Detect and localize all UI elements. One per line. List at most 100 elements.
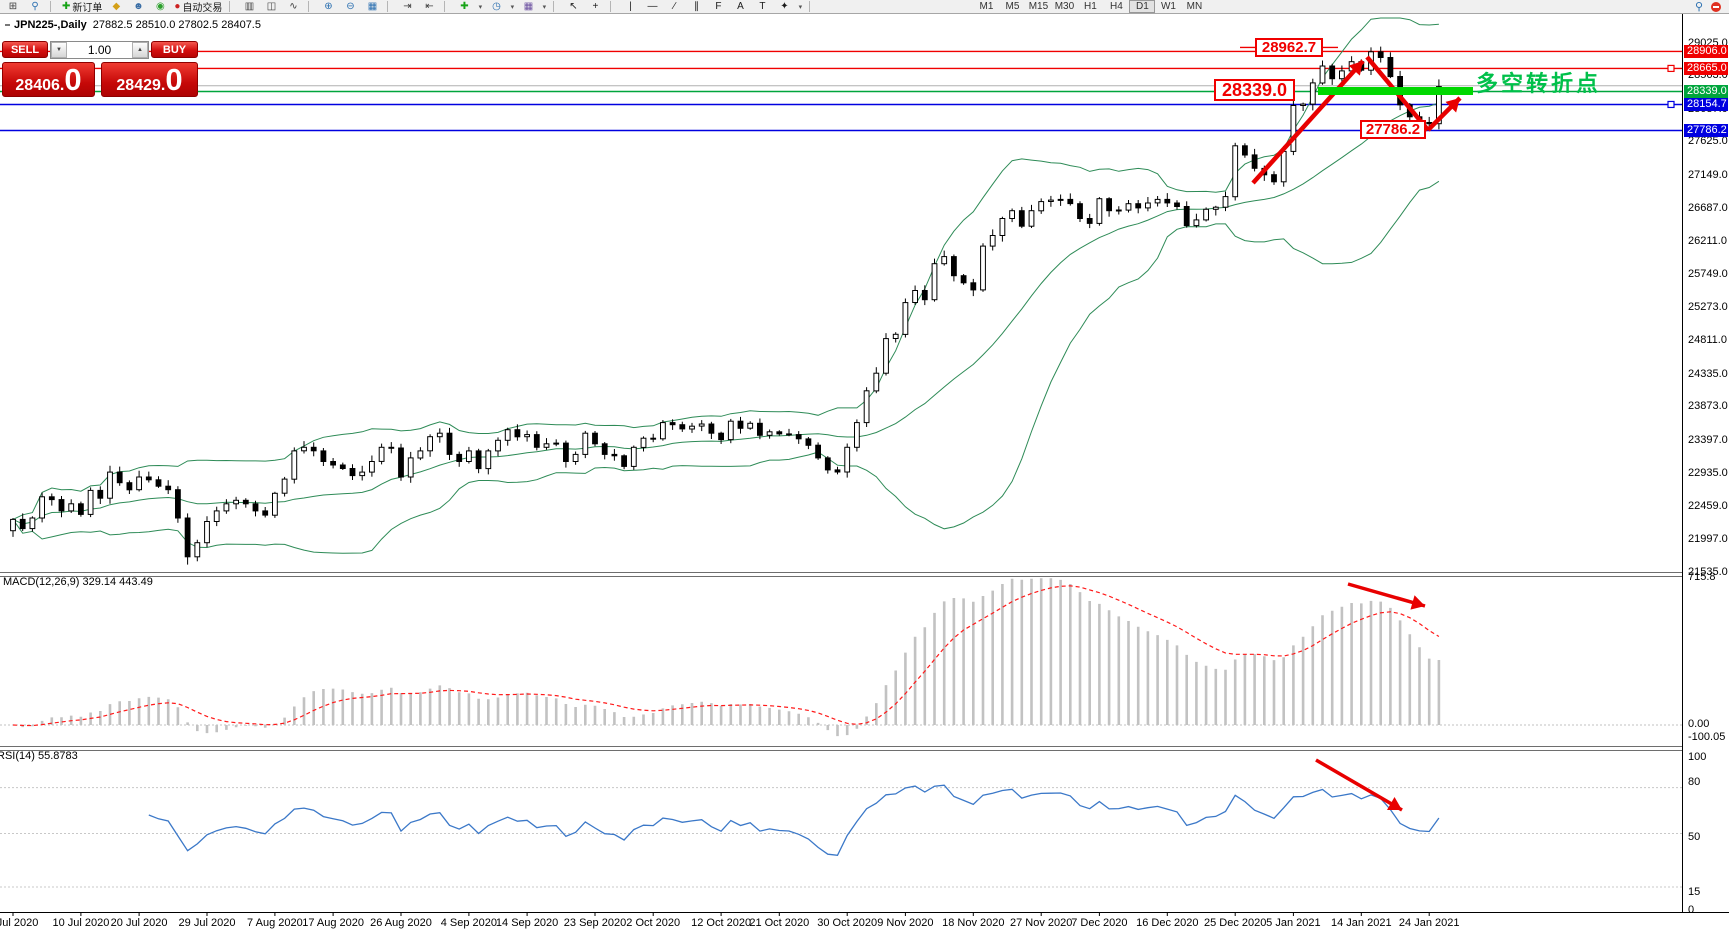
templates-icon: ▦: [523, 0, 534, 12]
text-icon[interactable]: A: [729, 0, 751, 13]
buy-price-box[interactable]: 28429. 0: [101, 62, 198, 97]
timeframe-h4[interactable]: H4: [1110, 1, 1123, 12]
pivot-note-cn[interactable]: 多空转折点: [1476, 71, 1602, 96]
timeframe-m15[interactable]: M15: [1028, 1, 1049, 12]
autotrading-button[interactable]: ● 自动交易: [171, 0, 225, 14]
fibonacci-icon[interactable]: F: [707, 0, 729, 13]
date-label[interactable]: 2 Oct 2020: [626, 917, 681, 929]
price-tick: 22935.0: [1688, 466, 1728, 479]
indicators-icon[interactable]: ✚: [453, 0, 475, 13]
volume-down-icon[interactable]: ▼: [51, 42, 67, 58]
timeframe-m30[interactable]: M30: [1054, 1, 1075, 12]
periods-icon[interactable]: ◷: [485, 0, 507, 13]
date-label[interactable]: 10 Jul 2020: [52, 917, 110, 929]
timeframe-m1[interactable]: M1: [979, 1, 994, 12]
timeframe-w1[interactable]: W1: [1160, 1, 1176, 12]
shapes-icon[interactable]: ✦: [773, 0, 795, 13]
date-label[interactable]: 12 Oct 2020: [691, 917, 752, 929]
new-chart-icon[interactable]: ⊞: [2, 0, 24, 13]
sell-button[interactable]: SELL: [2, 41, 48, 58]
zoom-in-icon[interactable]: ⊕: [317, 0, 339, 13]
toolbar-separator: [610, 1, 615, 12]
signals-icon: ◉: [156, 0, 165, 12]
buy-button[interactable]: BUY: [151, 41, 198, 58]
chart-title: JPN225-,Daily 27882.5 28510.0 27802.5 28…: [5, 19, 261, 31]
timeframe-h1[interactable]: H1: [1084, 1, 1097, 12]
date-label[interactable]: 4 Sep 2020: [440, 917, 498, 929]
toolbar-separator: [553, 1, 558, 12]
history-center-icon[interactable]: ◆: [105, 0, 127, 13]
accounts-icon[interactable]: ☻: [127, 0, 149, 13]
cursor-icon[interactable]: ↖: [562, 0, 584, 13]
dropdown-arrow-icon[interactable]: ▾: [542, 3, 547, 11]
macd-pane-separator[interactable]: [0, 572, 1729, 577]
line-chart-icon[interactable]: ∿: [282, 0, 304, 13]
peak-price-callout[interactable]: 28962.7: [1255, 38, 1323, 57]
hline-icon[interactable]: —: [641, 0, 663, 13]
vline-icon[interactable]: |: [619, 0, 641, 13]
date-label[interactable]: 27 Nov 2020: [1009, 917, 1073, 929]
periods-icon: ◷: [492, 0, 501, 12]
candlestick-chart-icon: ◫: [266, 0, 277, 12]
date-label[interactable]: 18 Nov 2020: [942, 917, 1005, 929]
date-label[interactable]: 9 Nov 2020: [877, 917, 934, 929]
channel-icon[interactable]: ∥: [685, 0, 707, 13]
toolbar-separator: [50, 1, 55, 12]
volume-value[interactable]: 1.00: [87, 43, 112, 57]
auto-scroll-icon[interactable]: ⇥: [396, 0, 418, 13]
hline-icon: —: [647, 0, 658, 12]
pivot-zone-bar[interactable]: [1318, 87, 1473, 95]
rsi-scale-15: 15: [1688, 886, 1701, 898]
rsi-scale-50: 50: [1688, 831, 1701, 843]
timeframe-d1[interactable]: D1: [1129, 0, 1156, 13]
volume-up-icon[interactable]: ▲: [132, 42, 148, 58]
timeframe-mn[interactable]: MN: [1186, 1, 1203, 12]
notification-icon[interactable]: [1711, 1, 1721, 12]
volume-stepper[interactable]: ▼ 1.00 ▲: [50, 41, 149, 59]
date-label[interactable]: 7 Dec 2020: [1071, 917, 1128, 929]
price-scale[interactable]: 715.8 0.00 -100.05 100 80 50 15 0 29025.…: [1682, 14, 1729, 916]
search-icon[interactable]: ⚲: [1694, 1, 1703, 13]
vline-icon: |: [629, 0, 632, 12]
crosshair-icon[interactable]: +: [584, 0, 606, 13]
date-label[interactable]: 30 Oct 2020: [817, 917, 878, 929]
date-label[interactable]: 29 Jul 2020: [178, 917, 236, 929]
label-icon[interactable]: T: [751, 0, 773, 13]
chart-shift-icon[interactable]: ⇤: [418, 0, 440, 13]
profiles-icon[interactable]: ⚲: [24, 0, 46, 13]
trendline-icon[interactable]: ∕: [663, 0, 685, 13]
date-label[interactable]: 24 Jan 2021: [1398, 917, 1460, 929]
date-label[interactable]: 25 Dec 2020: [1203, 917, 1267, 929]
tile-windows-icon[interactable]: ▦: [361, 0, 383, 13]
signals-icon[interactable]: ◉: [149, 0, 171, 13]
bollinger-lower-line: [12, 180, 1440, 554]
price-tick: 24811.0: [1688, 334, 1727, 347]
date-label[interactable]: 17 Aug 2020: [302, 917, 364, 929]
date-label[interactable]: 14 Sep 2020: [495, 917, 559, 929]
new-order-button[interactable]: ✚ 新订单: [59, 0, 105, 14]
date-label[interactable]: 14 Jan 2021: [1331, 917, 1392, 929]
level-price-label: 28339.0: [1684, 84, 1728, 98]
date-label[interactable]: 23 Sep 2020: [563, 917, 627, 929]
dropdown-arrow-icon[interactable]: ▾: [798, 3, 803, 11]
timeframe-m5[interactable]: M5: [1005, 1, 1020, 12]
sell-price-box[interactable]: 28406. 0: [2, 62, 95, 97]
trough-price-callout[interactable]: 27786.2: [1360, 120, 1426, 139]
bar-chart-icon[interactable]: ▥: [238, 0, 260, 13]
dropdown-arrow-icon[interactable]: ▾: [478, 3, 483, 11]
templates-icon[interactable]: ▦: [517, 0, 539, 13]
dropdown-arrow-icon[interactable]: ▾: [510, 3, 515, 11]
zoom-out-icon[interactable]: ⊖: [339, 0, 361, 13]
candlestick-chart-icon[interactable]: ◫: [260, 0, 282, 13]
date-label[interactable]: 16 Dec 2020: [1136, 917, 1199, 929]
date-label[interactable]: 20 Jul 2020: [110, 917, 168, 929]
new-chart-icon: ⊞: [8, 0, 18, 12]
date-label[interactable]: 5 Jan 2021: [1266, 917, 1321, 929]
date-label[interactable]: 26 Aug 2020: [370, 917, 432, 929]
pivot-price-callout[interactable]: 28339.0: [1214, 79, 1295, 101]
date-label[interactable]: 21 Oct 2020: [749, 917, 810, 929]
rsi-pane-separator[interactable]: [0, 746, 1729, 751]
price-tick: 25273.0: [1688, 301, 1728, 314]
date-label[interactable]: 7 Aug 2020: [247, 917, 303, 929]
date-label[interactable]: 1 Jul 2020: [0, 917, 39, 929]
